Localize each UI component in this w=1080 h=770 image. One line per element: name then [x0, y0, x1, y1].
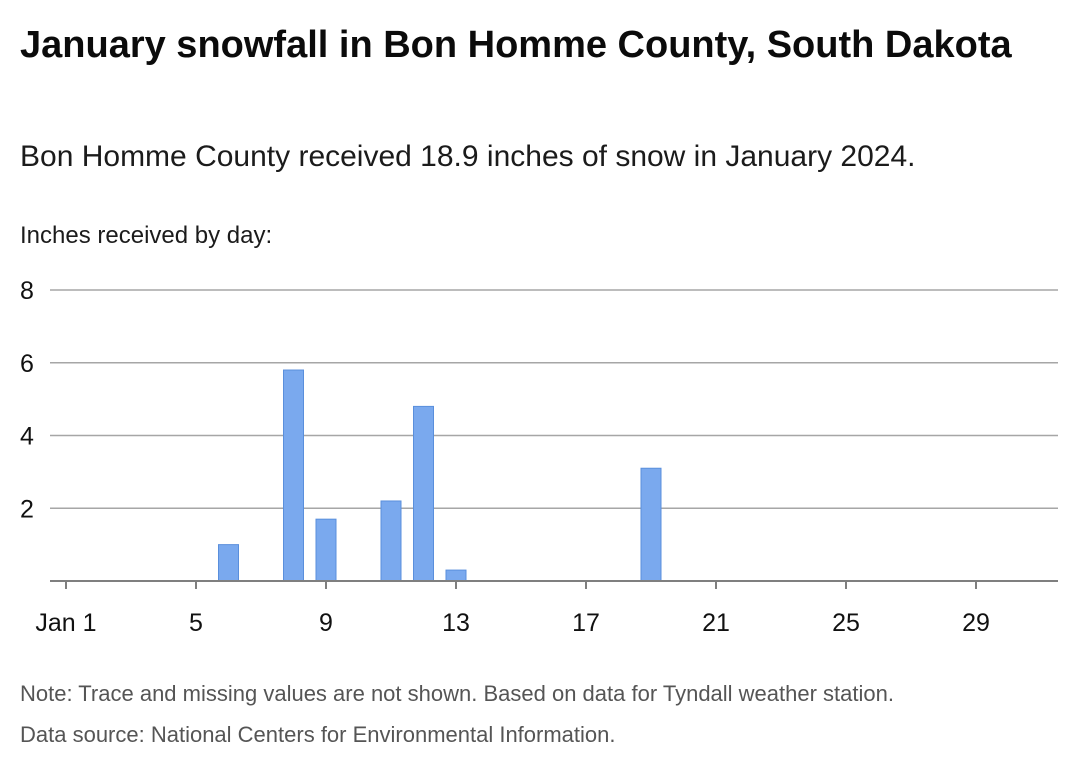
x-tick-label: 13	[442, 609, 470, 637]
bar-day-8	[283, 369, 304, 582]
y-tick-label: 6	[20, 350, 34, 378]
x-tick-label: 5	[189, 609, 203, 637]
chart-note: Note: Trace and missing values are not s…	[20, 681, 894, 706]
chart-title: January snowfall in Bon Homme County, So…	[20, 24, 1012, 66]
chart-subtitle: Bon Homme County received 18.9 inches of…	[20, 140, 916, 173]
x-tick-label: 21	[702, 609, 730, 637]
y-tick-label: 2	[20, 495, 34, 523]
y-axis-label: Inches received by day:	[20, 222, 273, 249]
bar-day-6	[218, 544, 239, 582]
x-tick-label: Jan 1	[35, 609, 96, 637]
x-tick-label: 17	[572, 609, 600, 637]
chart-source: Data source: National Centers for Enviro…	[20, 722, 616, 747]
bar-day-19	[640, 467, 662, 582]
y-tick-label: 4	[20, 423, 34, 451]
x-tick-label: 29	[962, 609, 990, 637]
bar-day-9	[315, 518, 337, 582]
x-tick-label: 9	[319, 609, 333, 637]
x-tick-label: 25	[832, 609, 860, 637]
y-tick-label: 8	[20, 277, 34, 305]
bar-day-13	[445, 569, 467, 582]
bar-day-12	[413, 405, 434, 582]
bar-day-11	[380, 500, 402, 582]
